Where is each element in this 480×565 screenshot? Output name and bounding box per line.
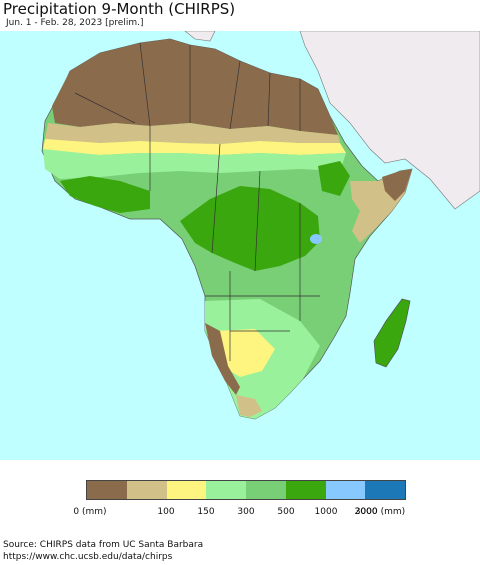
- legend-tick-label: 300: [237, 507, 255, 517]
- date-range: Jun. 1 - Feb. 28, 2023 [prelim.]: [6, 18, 144, 28]
- page-title: Precipitation 9-Month (CHIRPS): [3, 0, 236, 18]
- legend-tick-label: 2000: [354, 507, 378, 517]
- source-url: https://www.chc.ucsb.edu/data/chirps: [3, 552, 173, 562]
- source-line: Source: CHIRPS data from UC Santa Barbar…: [3, 540, 204, 550]
- sahara-desert: [52, 39, 338, 135]
- legend-swatch: [285, 481, 326, 499]
- legend-tick-label: 3000 (mm): [354, 507, 406, 517]
- legend-tick-label: 1000: [314, 507, 338, 517]
- legend-swatch: [325, 481, 366, 499]
- legend-ticks: 0 (mm) 100 150 300 500 1000 2000 3000 (mm): [0, 507, 480, 521]
- legend-swatch: [206, 481, 246, 499]
- legend-swatch: [87, 481, 127, 499]
- congo-rainforest: [180, 186, 320, 271]
- source-credit: Source: CHIRPS data from UC Santa Barbar…: [3, 539, 203, 563]
- legend-colorbar: [86, 480, 406, 500]
- arabia-region: [299, 31, 480, 210]
- legend-swatch: [246, 481, 286, 499]
- legend-tick-label: 0 (mm): [73, 507, 107, 517]
- horn-brown: [382, 169, 412, 201]
- country-borders: [74, 42, 320, 361]
- legend-swatch: [166, 481, 207, 499]
- west-africa-green: [60, 176, 150, 213]
- sahel-tan: [45, 123, 340, 144]
- legend-tick-label: 500: [277, 507, 295, 517]
- europe-fragment: [184, 31, 216, 42]
- ethiopia-green: [318, 161, 350, 196]
- savanna-light-green: [43, 149, 346, 179]
- precipitation-map: [0, 31, 480, 460]
- legend-tick-label: 100: [157, 507, 175, 517]
- sahel-yellow: [43, 139, 346, 155]
- madagascar: [373, 298, 411, 368]
- legend-swatch: [365, 481, 405, 499]
- lake-victoria: [310, 234, 322, 244]
- southern-tan: [236, 395, 262, 417]
- legend-tick-label: 150: [197, 507, 215, 517]
- namib-brown: [205, 323, 240, 395]
- legend-swatch: [126, 481, 167, 499]
